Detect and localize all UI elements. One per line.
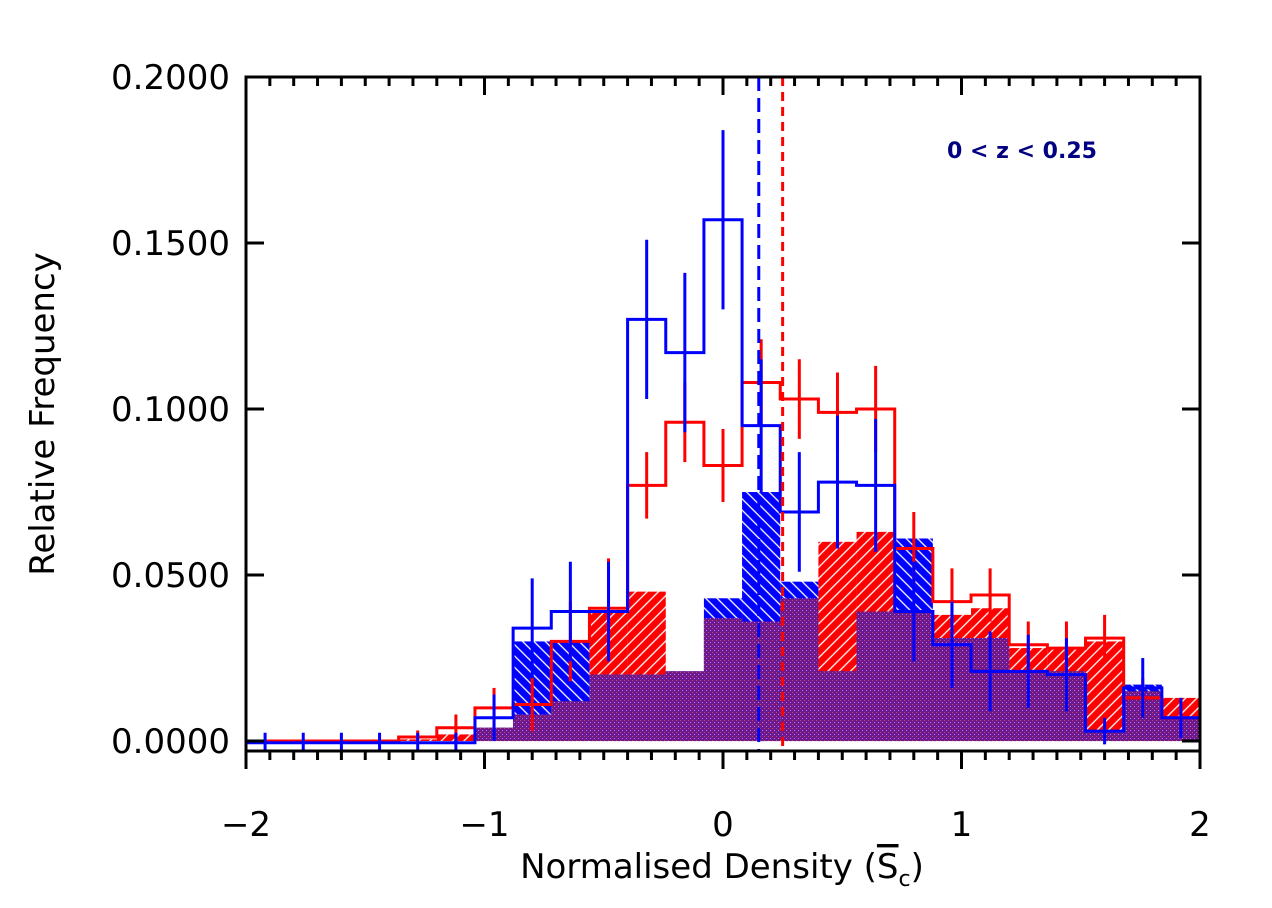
x-axis-title: Normalised Density (Sc) bbox=[520, 847, 924, 892]
x-tick-label: 0 bbox=[712, 805, 734, 845]
overlap-bar bbox=[551, 701, 590, 742]
error-bars bbox=[263, 130, 1183, 751]
x-tick-label: 2 bbox=[1189, 805, 1211, 845]
y-axis-title: Relative Frequency bbox=[23, 252, 63, 576]
overlap-bar bbox=[703, 618, 743, 742]
overlap-bar bbox=[818, 671, 857, 742]
blue-outline-step bbox=[246, 218, 1200, 745]
x-axis-title-subscript: c bbox=[899, 867, 911, 892]
y-tick-label: 0.1000 bbox=[111, 390, 230, 430]
overlap-bar bbox=[589, 674, 628, 742]
x-axis-title-close: ) bbox=[911, 847, 924, 887]
x-axis-title-text: Normalised Density ( bbox=[520, 847, 877, 887]
axis-ticks bbox=[244, 75, 1202, 769]
overlap-bar bbox=[856, 611, 895, 742]
overlap-bar bbox=[742, 621, 781, 742]
x-tick-label: −1 bbox=[459, 805, 509, 845]
overlap-bar bbox=[665, 671, 704, 742]
overlap-bar bbox=[627, 674, 666, 742]
y-tick-label: 0.0500 bbox=[111, 556, 230, 596]
x-axis-title-symbol: S bbox=[877, 847, 899, 887]
x-tick-label: 1 bbox=[951, 805, 973, 845]
median-lines bbox=[757, 77, 785, 751]
y-tick-label: 0.0000 bbox=[111, 722, 230, 762]
annotation-redshift: 0 < z < 0.25 bbox=[947, 139, 1097, 164]
y-tick-label: 0.1500 bbox=[111, 224, 230, 264]
overlap-bar bbox=[780, 598, 819, 742]
x-tick-label: −2 bbox=[221, 805, 271, 845]
y-tick-label: 0.2000 bbox=[111, 58, 230, 98]
tick-labels: −2 −1 0 1 2 0.0000 0.0500 0.1000 0.1500 0.2000 bbox=[111, 58, 1211, 845]
